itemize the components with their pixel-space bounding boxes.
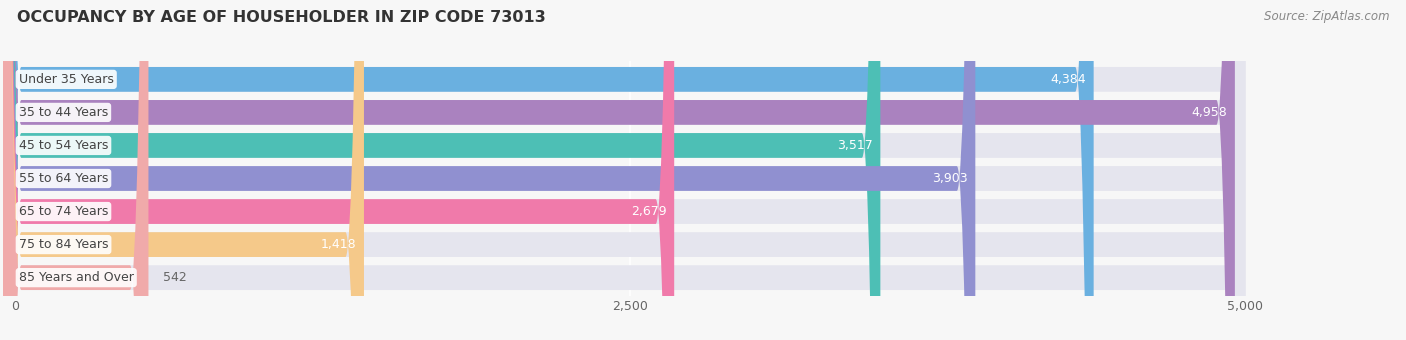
Text: Under 35 Years: Under 35 Years bbox=[18, 73, 114, 86]
Text: 55 to 64 Years: 55 to 64 Years bbox=[18, 172, 108, 185]
Text: 3,517: 3,517 bbox=[837, 139, 873, 152]
Text: 2,679: 2,679 bbox=[631, 205, 666, 218]
Text: 4,384: 4,384 bbox=[1050, 73, 1087, 86]
FancyBboxPatch shape bbox=[3, 0, 1246, 340]
FancyBboxPatch shape bbox=[3, 0, 1234, 340]
FancyBboxPatch shape bbox=[3, 0, 364, 340]
FancyBboxPatch shape bbox=[3, 0, 880, 340]
Text: OCCUPANCY BY AGE OF HOUSEHOLDER IN ZIP CODE 73013: OCCUPANCY BY AGE OF HOUSEHOLDER IN ZIP C… bbox=[17, 10, 546, 25]
FancyBboxPatch shape bbox=[3, 0, 1094, 340]
FancyBboxPatch shape bbox=[3, 0, 1246, 340]
Text: Source: ZipAtlas.com: Source: ZipAtlas.com bbox=[1264, 10, 1389, 23]
Text: 4,958: 4,958 bbox=[1192, 106, 1227, 119]
Text: 85 Years and Over: 85 Years and Over bbox=[18, 271, 134, 284]
Text: 3,903: 3,903 bbox=[932, 172, 967, 185]
Text: 75 to 84 Years: 75 to 84 Years bbox=[18, 238, 108, 251]
FancyBboxPatch shape bbox=[3, 0, 1246, 340]
FancyBboxPatch shape bbox=[3, 0, 1246, 340]
FancyBboxPatch shape bbox=[3, 0, 675, 340]
FancyBboxPatch shape bbox=[3, 0, 1246, 340]
Text: 45 to 54 Years: 45 to 54 Years bbox=[18, 139, 108, 152]
FancyBboxPatch shape bbox=[3, 0, 1246, 340]
Text: 35 to 44 Years: 35 to 44 Years bbox=[18, 106, 108, 119]
FancyBboxPatch shape bbox=[3, 0, 149, 340]
Text: 1,418: 1,418 bbox=[321, 238, 357, 251]
FancyBboxPatch shape bbox=[3, 0, 976, 340]
Text: 542: 542 bbox=[163, 271, 187, 284]
Text: 65 to 74 Years: 65 to 74 Years bbox=[18, 205, 108, 218]
FancyBboxPatch shape bbox=[3, 0, 1246, 340]
